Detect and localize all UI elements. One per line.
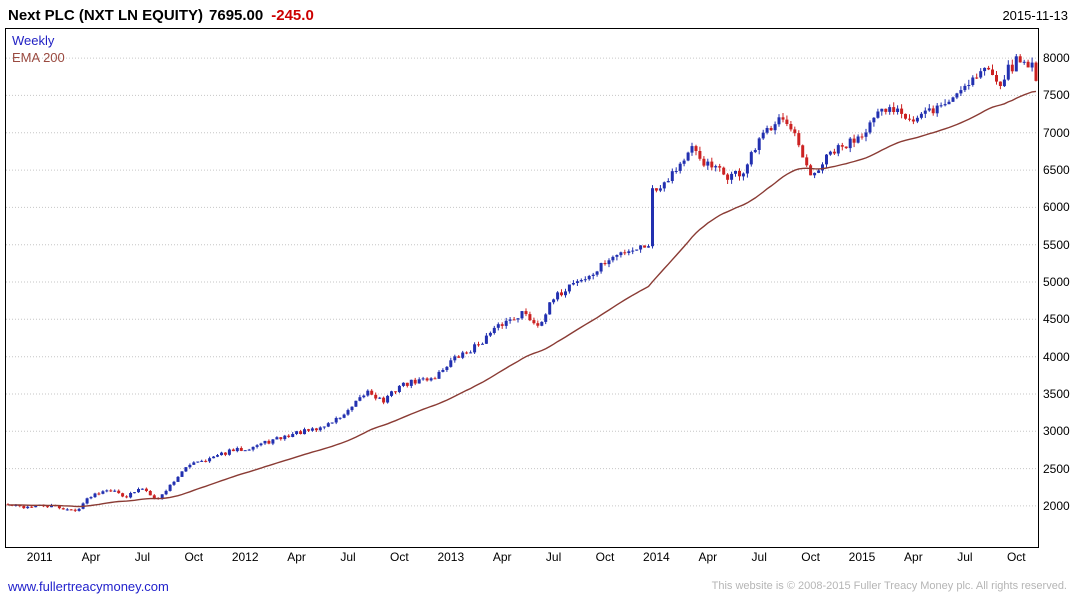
y-axis-label: 6500 xyxy=(1043,163,1070,178)
x-axis-label: Jul xyxy=(751,550,767,564)
x-axis-label: Jul xyxy=(134,550,151,564)
chart-header: Next PLC (NXT LN EQUITY) 7695.00 -245.0 xyxy=(8,7,314,24)
y-axis-label: 5000 xyxy=(1043,275,1070,290)
y-axis-label: 2000 xyxy=(1043,498,1070,513)
y-axis-label: 7500 xyxy=(1043,88,1070,103)
copyright-text: This website is © 2008-2015 Fuller Treac… xyxy=(711,580,1067,592)
x-axis-label: Oct xyxy=(595,550,615,564)
legend-ema: EMA 200 xyxy=(12,50,65,65)
instrument-title: Next PLC (NXT LN EQUITY) xyxy=(8,7,204,24)
chart-date: 2015-11-13 xyxy=(1002,8,1068,23)
x-axis-label: Oct xyxy=(390,550,409,564)
y-axis: 2000 2500 3000 3500 4000 4500 5000 5500 6000 6500… xyxy=(1043,29,1075,547)
x-axis-label: Apr xyxy=(492,550,512,564)
y-axis-label: 2500 xyxy=(1043,461,1070,476)
price-change: -245.0 xyxy=(271,7,314,24)
plot-area: Weekly EMA 200 xyxy=(5,28,1039,548)
x-axis-label: 2013 xyxy=(437,550,465,564)
x-axis-label: Apr xyxy=(698,550,718,564)
x-axis-label: Oct xyxy=(184,550,204,564)
x-axis-label: Apr xyxy=(287,550,306,564)
price-chart[interactable] xyxy=(6,29,1038,547)
y-axis-label: 4000 xyxy=(1043,349,1070,364)
x-axis-label: 2011 xyxy=(26,550,53,564)
x-axis-label: Apr xyxy=(904,550,923,564)
x-axis: 2011 Apr Jul Oct 2012 Apr Jul Oct 2013 Apr Jul Oct 2… xyxy=(6,549,1038,565)
x-axis-label: Jul xyxy=(957,550,973,564)
x-axis-label: 2015 xyxy=(848,550,876,564)
y-axis-label: 4500 xyxy=(1043,312,1070,327)
x-axis-label: Oct xyxy=(801,550,820,564)
x-axis-label: Jul xyxy=(340,550,356,564)
last-price: 7695.00 xyxy=(209,7,264,24)
x-axis-label: Oct xyxy=(1006,550,1026,564)
chart-legend: Weekly EMA 200 xyxy=(12,32,65,66)
y-axis-label: 7000 xyxy=(1043,125,1070,140)
website-link[interactable]: www.fullertreacymoney.com xyxy=(8,579,169,594)
y-axis-label: 3500 xyxy=(1043,386,1070,401)
x-axis-label: Jul xyxy=(545,550,562,564)
y-axis-label: 6000 xyxy=(1043,200,1070,215)
x-axis-label: Apr xyxy=(81,550,101,564)
y-axis-label: 8000 xyxy=(1043,51,1070,66)
x-axis-label: 2014 xyxy=(643,550,670,564)
y-axis-label: 5500 xyxy=(1043,237,1070,252)
ema-line xyxy=(8,90,1037,508)
x-axis-label: 2012 xyxy=(231,550,259,564)
legend-interval: Weekly xyxy=(12,33,55,48)
y-axis-label: 3000 xyxy=(1043,424,1070,439)
